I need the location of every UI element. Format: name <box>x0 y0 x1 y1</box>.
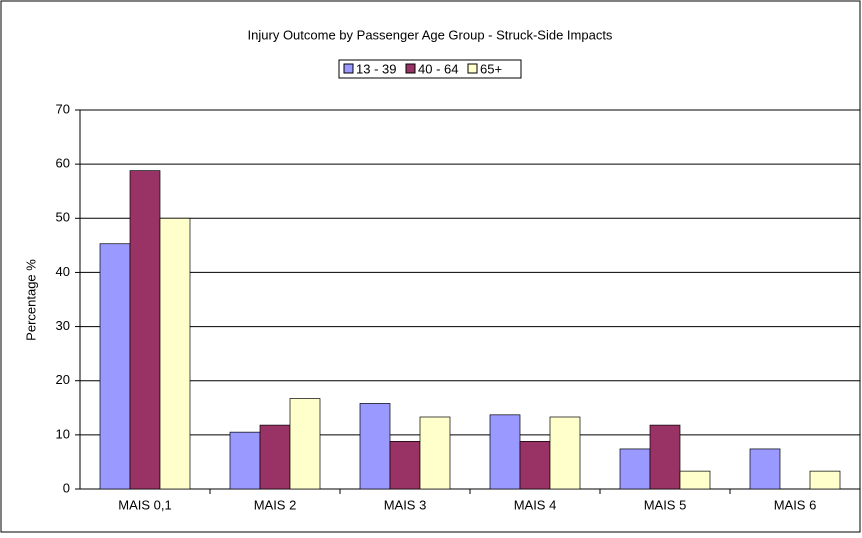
x-tick-label: MAIS 2 <box>254 497 297 512</box>
bar <box>289 398 321 490</box>
y-tick-label: 30 <box>56 318 70 333</box>
bar <box>619 448 651 490</box>
bar <box>359 403 391 490</box>
x-tick-label: MAIS 0,1 <box>118 497 171 512</box>
bar <box>99 243 131 490</box>
chart-title: Injury Outcome by Passenger Age Group - … <box>248 27 613 42</box>
y-tick-label: 10 <box>56 426 70 441</box>
y-tick-label: 50 <box>56 210 70 225</box>
bar <box>159 217 191 490</box>
bar <box>129 170 161 490</box>
y-tick-label: 60 <box>56 156 70 171</box>
x-tick-label: MAIS 4 <box>514 497 557 512</box>
legend-swatch <box>343 63 354 74</box>
bar <box>679 470 711 490</box>
legend-label: 40 - 64 <box>418 61 458 76</box>
bar <box>549 416 581 490</box>
legend-swatch <box>467 63 478 74</box>
bar <box>809 470 841 490</box>
y-axis-label: Percentage % <box>23 259 38 341</box>
bar <box>749 448 781 490</box>
bar <box>259 424 291 490</box>
bar <box>519 441 551 490</box>
bar <box>489 414 521 490</box>
x-tick-label: MAIS 3 <box>384 497 427 512</box>
legend-label: 65+ <box>480 61 502 76</box>
bar <box>389 441 421 490</box>
y-tick-label: 40 <box>56 264 70 279</box>
legend-swatch <box>405 63 416 74</box>
bar <box>229 431 261 490</box>
x-tick-label: MAIS 6 <box>774 497 817 512</box>
y-tick-label: 0 <box>63 480 70 495</box>
bar <box>649 424 681 490</box>
y-tick-label: 70 <box>56 101 70 116</box>
bar <box>419 416 451 490</box>
x-tick-label: MAIS 5 <box>644 497 687 512</box>
legend-label: 13 - 39 <box>356 61 396 76</box>
y-tick-label: 20 <box>56 372 70 387</box>
